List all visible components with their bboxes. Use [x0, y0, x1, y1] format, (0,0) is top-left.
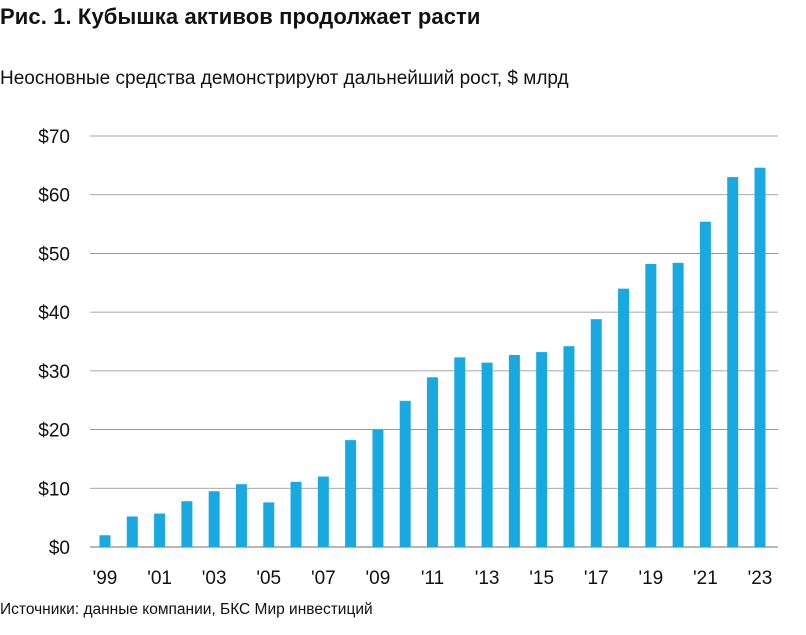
bar-2023 — [754, 167, 766, 547]
bar-2004 — [235, 484, 247, 547]
x-tick-label: '23 — [748, 568, 773, 589]
y-tick-label: $0 — [49, 538, 70, 559]
bar-2002 — [181, 501, 193, 547]
x-tick-label: '15 — [529, 568, 554, 589]
bar-2020 — [672, 262, 684, 547]
chart-subtitle: Неосновные средства демонстрируют дальне… — [0, 68, 569, 89]
y-tick-label: $50 — [38, 244, 70, 265]
x-tick-label: '05 — [256, 568, 281, 589]
source-note: Источники: данные компании, БКС Мир инве… — [0, 601, 373, 618]
y-tick-label: $60 — [38, 186, 70, 207]
bar-2015 — [536, 352, 548, 547]
bar-2007 — [317, 476, 329, 547]
bar-2009 — [372, 429, 384, 547]
bar-2016 — [563, 346, 575, 547]
x-tick-label: '21 — [693, 568, 718, 589]
bar-2022 — [727, 177, 739, 547]
bar-2000 — [126, 516, 138, 547]
y-tick-label: $40 — [38, 303, 70, 324]
bar-2001 — [154, 513, 166, 547]
bar-2017 — [590, 319, 602, 547]
bar-chart: $0$10$20$30$40$50$60$70 '99'01'03'05'07 '… — [38, 127, 778, 589]
y-tick-label: $10 — [38, 479, 70, 500]
x-tick-label: '09 — [366, 568, 391, 589]
bar-2003 — [208, 491, 220, 547]
bar-2013 — [481, 362, 493, 547]
bar-2014 — [508, 355, 520, 547]
x-tick-label: '17 — [584, 568, 609, 589]
y-tick-label: $30 — [38, 362, 70, 383]
x-tick-label: '07 — [311, 568, 336, 589]
x-tick-label: '01 — [147, 568, 172, 589]
x-tick-label: '11 — [421, 568, 444, 589]
bar-2006 — [290, 481, 302, 547]
bar-2018 — [618, 288, 630, 547]
x-tick-label: '19 — [638, 568, 663, 589]
y-axis-ticks: $0 $10 $20 $30 $40 $50 $60 $70 — [38, 127, 70, 559]
x-tick-label: '03 — [202, 568, 227, 589]
bar-2012 — [454, 357, 466, 547]
bars — [99, 167, 766, 548]
bar-2008 — [345, 440, 357, 547]
bar-2019 — [645, 263, 657, 547]
bar-2011 — [427, 377, 438, 547]
y-tick-label: $20 — [38, 421, 70, 442]
bar-2021 — [699, 221, 711, 548]
chart-title: Рис. 1. Кубышка активов продолжает расти — [0, 4, 481, 29]
bar-2010 — [399, 400, 411, 547]
x-tick-label: '13 — [475, 568, 500, 589]
bar-2005 — [263, 502, 275, 547]
x-tick-label: '99 — [93, 568, 118, 589]
y-tick-label: $70 — [38, 127, 70, 148]
bar-1999 — [99, 535, 111, 547]
x-axis-ticks: '99 '01 '03 '05 '07 '09 '11 '13 '15 '17 '19 '21 '23 — [93, 568, 773, 589]
